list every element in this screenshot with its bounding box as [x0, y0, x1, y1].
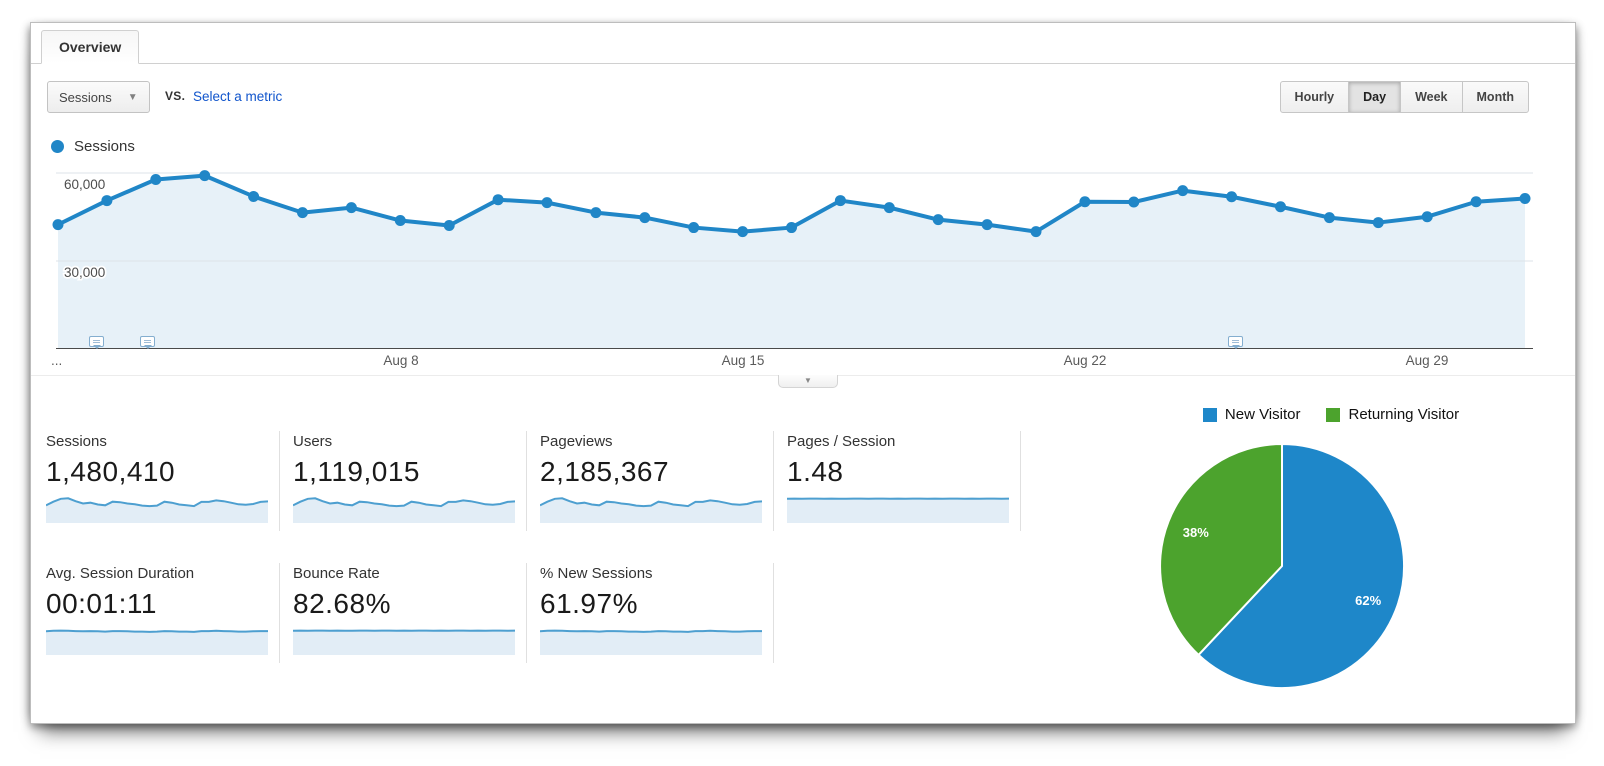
metric-value: 82.68%: [293, 588, 391, 619]
card-divider: [526, 431, 527, 531]
metric-label: Sessions: [46, 433, 107, 450]
x-tick-aug15: Aug 15: [721, 353, 765, 368]
granularity-hourly-button[interactable]: Hourly: [1279, 81, 1350, 113]
card-divider: [773, 563, 774, 663]
card-divider: [279, 431, 280, 531]
annotation-icon[interactable]: [140, 336, 156, 349]
card-divider: [773, 431, 774, 531]
tab-bar: Overview: [31, 30, 1575, 64]
svg-text:38%: 38%: [1183, 525, 1209, 540]
metric-label: Avg. Session Duration: [46, 565, 195, 582]
metric-card-sessions[interactable]: Sessions 1,480,410: [46, 433, 274, 523]
metric-value: 2,185,367: [540, 456, 670, 487]
metric-card-users[interactable]: Users 1,119,015: [293, 433, 521, 523]
chart-legend-label: Sessions: [74, 138, 135, 155]
metric-value: 61.97%: [540, 588, 638, 619]
metric-selector-value: Sessions: [59, 89, 112, 105]
chart-collapse-handle[interactable]: ▼: [778, 375, 838, 388]
metric-card-bounce-rate[interactable]: Bounce Rate 82.68%: [293, 565, 521, 655]
granularity-button-group: Hourly Day Week Month: [1279, 81, 1529, 113]
metric-value: 1,119,015: [293, 456, 420, 487]
svg-text:62%: 62%: [1355, 593, 1381, 608]
visitor-type-pie-chart[interactable]: 62% 38%: [1152, 436, 1412, 696]
metric-card-pages-per-session[interactable]: Pages / Session 1.48: [787, 433, 1015, 523]
metric-sparkline: [540, 495, 768, 523]
card-divider: [526, 563, 527, 663]
metric-sparkline: [46, 495, 274, 523]
metric-sparkline: [787, 495, 1015, 523]
annotation-icon[interactable]: [89, 336, 105, 349]
metric-card-avg-session-duration[interactable]: Avg. Session Duration 00:01:11: [46, 565, 274, 655]
metric-card-new-sessions-pct[interactable]: % New Sessions 61.97%: [540, 565, 768, 655]
visitor-type-legend: New Visitor Returning Visitor: [1111, 406, 1551, 423]
analytics-overview-panel: Overview Sessions ▼ vs. Select a metric …: [30, 22, 1576, 724]
metric-label: Pageviews: [540, 433, 613, 450]
x-tick-aug22: Aug 22: [1063, 353, 1107, 368]
sessions-line-chart[interactable]: 60,000 30,000: [52, 163, 1533, 349]
metric-sparkline: [540, 627, 768, 655]
granularity-month-button[interactable]: Month: [1461, 81, 1529, 113]
new-visitor-swatch-icon: [1202, 407, 1217, 422]
sessions-legend-dot-icon: [51, 140, 64, 153]
card-divider: [1020, 431, 1021, 531]
metric-selector-dropdown[interactable]: Sessions ▼: [47, 81, 150, 113]
returning-visitor-swatch-icon: [1326, 407, 1341, 422]
legend-label: Returning Visitor: [1348, 406, 1460, 423]
metric-label: Bounce Rate: [293, 565, 380, 582]
granularity-day-button[interactable]: Day: [1348, 81, 1402, 113]
metric-sparkline: [46, 627, 274, 655]
metric-label: Users: [293, 433, 333, 450]
legend-label: New Visitor: [1224, 406, 1301, 423]
svg-text:30,000: 30,000: [64, 265, 105, 280]
chart-legend: Sessions: [51, 138, 135, 155]
select-a-metric-link[interactable]: Select a metric: [193, 89, 283, 104]
metric-label: % New Sessions: [540, 565, 653, 582]
metric-value: 1.48: [787, 456, 844, 487]
metric-value: 1,480,410: [46, 456, 176, 487]
granularity-week-button[interactable]: Week: [1400, 81, 1463, 113]
tab-overview[interactable]: Overview: [41, 30, 140, 64]
legend-item-returning-visitor[interactable]: Returning Visitor: [1326, 406, 1459, 423]
annotation-icon[interactable]: [1228, 336, 1244, 349]
metric-label: Pages / Session: [787, 433, 896, 450]
x-tick-ellipsis: ...: [51, 353, 63, 368]
x-tick-aug29: Aug 29: [1405, 353, 1449, 368]
x-tick-aug8: Aug 8: [383, 353, 419, 368]
chevron-down-icon: ▼: [127, 91, 138, 103]
metric-sparkline: [293, 495, 521, 523]
metric-sparkline: [293, 627, 521, 655]
vs-label: vs.: [165, 89, 186, 103]
card-divider: [279, 563, 280, 663]
legend-item-new-visitor[interactable]: New Visitor: [1202, 406, 1301, 423]
metric-card-pageviews[interactable]: Pageviews 2,185,367: [540, 433, 768, 523]
svg-text:60,000: 60,000: [64, 177, 105, 192]
metric-value: 00:01:11: [46, 588, 157, 619]
